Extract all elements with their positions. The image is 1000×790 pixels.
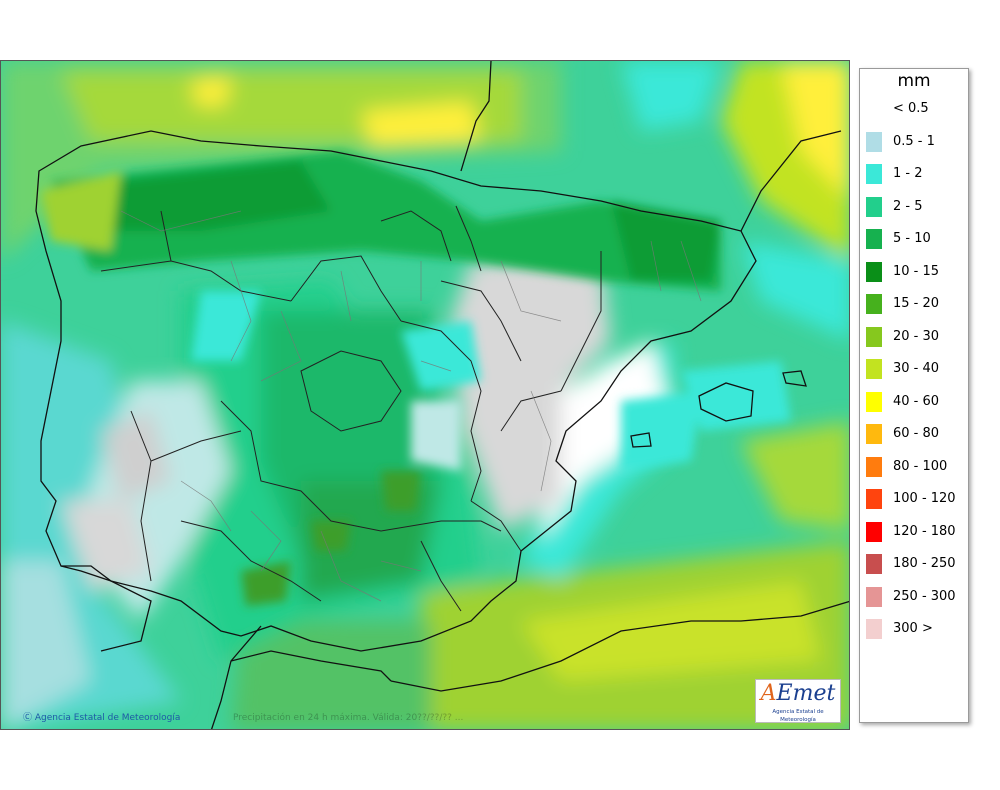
legend-swatch bbox=[866, 391, 882, 412]
legend-label: 120 - 180 bbox=[893, 523, 956, 539]
legend-swatch bbox=[866, 131, 882, 152]
region-borders bbox=[100, 205, 602, 612]
legend-label: 20 - 30 bbox=[893, 328, 940, 344]
legend-swatch bbox=[866, 586, 882, 607]
legend-label: 2 - 5 bbox=[893, 198, 923, 214]
map-canvas bbox=[1, 61, 849, 729]
province-borders bbox=[120, 210, 702, 602]
legend-item: 5 - 10 bbox=[863, 229, 967, 249]
legend-swatch bbox=[866, 99, 882, 119]
legend-item: 180 - 250 bbox=[863, 554, 967, 574]
precip-detail bbox=[41, 151, 791, 606]
legend-label: 40 - 60 bbox=[893, 393, 940, 409]
legend-swatch bbox=[866, 489, 882, 509]
legend-label: 1 - 2 bbox=[893, 166, 923, 181]
legend-item: 2 - 5 bbox=[863, 196, 967, 217]
legend-label: 60 - 80 bbox=[893, 426, 940, 441]
legend-item: 30 - 40 bbox=[863, 359, 967, 379]
legend-item: 60 - 80 bbox=[863, 424, 967, 444]
legend-label: 250 - 300 bbox=[893, 588, 956, 604]
legend-label: 5 - 10 bbox=[893, 231, 931, 246]
legend-label: < 0.5 bbox=[893, 101, 929, 116]
legend-item: < 0.5 bbox=[863, 99, 967, 119]
legend-label: 15 - 20 bbox=[893, 296, 940, 311]
legend-label: 180 - 250 bbox=[893, 556, 956, 571]
map-caption: Precipitación en 24 h máxima. Válida: 20… bbox=[233, 713, 464, 723]
legend-swatch bbox=[866, 261, 882, 282]
legend-item: 300 > bbox=[863, 619, 967, 639]
legend-label: 10 - 15 bbox=[893, 263, 940, 279]
legend-label: 30 - 40 bbox=[893, 361, 940, 376]
legend-label: 80 - 100 bbox=[893, 458, 948, 474]
legend-swatch bbox=[866, 164, 882, 184]
precipitation-map: Ⓒ Agencia Estatal de Meteorología Precip… bbox=[0, 60, 850, 730]
legend-item: 250 - 300 bbox=[863, 586, 967, 607]
legend-swatch bbox=[866, 554, 882, 574]
legend-item: 80 - 100 bbox=[863, 456, 967, 477]
legend-item: 100 - 120 bbox=[863, 489, 967, 509]
coastlines bbox=[35, 61, 849, 729]
legend-swatch bbox=[866, 359, 882, 379]
legend-swatch bbox=[866, 229, 882, 249]
legend-swatch bbox=[866, 456, 882, 477]
precipitation-legend: mm < 0.5 0.5 - 1 1 - 2 2 - 5 5 - 10 10 - 15 15… bbox=[859, 68, 969, 723]
legend-swatch bbox=[866, 294, 882, 314]
legend-item: 15 - 20 bbox=[863, 294, 967, 314]
legend-label: 0.5 - 1 bbox=[893, 133, 935, 149]
legend-item: 20 - 30 bbox=[863, 326, 967, 347]
legend-item: 40 - 60 bbox=[863, 391, 967, 412]
legend-item: 0.5 - 1 bbox=[863, 131, 967, 152]
legend-swatch bbox=[866, 424, 882, 444]
copyright-text: Ⓒ Agencia Estatal de Meteorología bbox=[23, 713, 181, 723]
legend-label: 300 > bbox=[893, 621, 933, 636]
logo-subtitle: Agencia Estatal de Meteorología bbox=[772, 709, 824, 723]
legend-swatch bbox=[866, 326, 882, 347]
legend-swatch bbox=[866, 619, 882, 639]
aemet-logo: AEmet Agencia Estatal de Meteorología bbox=[755, 679, 841, 723]
legend-title: mm bbox=[897, 71, 931, 91]
legend-label: 100 - 120 bbox=[893, 491, 956, 506]
legend-swatch bbox=[866, 521, 882, 542]
legend-item: 1 - 2 bbox=[863, 164, 967, 184]
legend-swatch bbox=[866, 196, 882, 217]
legend-item: 120 - 180 bbox=[863, 521, 967, 542]
legend-item: 10 - 15 bbox=[863, 261, 967, 282]
